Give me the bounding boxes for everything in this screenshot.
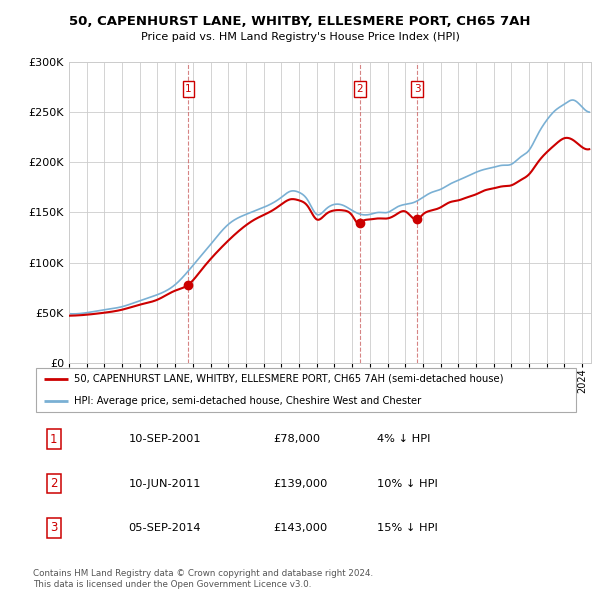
- Text: 2: 2: [356, 84, 363, 94]
- Text: 50, CAPENHURST LANE, WHITBY, ELLESMERE PORT, CH65 7AH: 50, CAPENHURST LANE, WHITBY, ELLESMERE P…: [69, 15, 531, 28]
- Text: 1: 1: [185, 84, 192, 94]
- Text: Contains HM Land Registry data © Crown copyright and database right 2024.
This d: Contains HM Land Registry data © Crown c…: [33, 569, 373, 589]
- Text: 1: 1: [50, 432, 58, 446]
- Text: £143,000: £143,000: [273, 523, 328, 533]
- FancyBboxPatch shape: [36, 368, 576, 412]
- Text: 50, CAPENHURST LANE, WHITBY, ELLESMERE PORT, CH65 7AH (semi-detached house): 50, CAPENHURST LANE, WHITBY, ELLESMERE P…: [74, 374, 503, 384]
- Text: 3: 3: [50, 521, 58, 535]
- Text: £139,000: £139,000: [273, 478, 328, 489]
- Text: 05-SEP-2014: 05-SEP-2014: [128, 523, 201, 533]
- Text: £78,000: £78,000: [273, 434, 320, 444]
- Text: 3: 3: [414, 84, 421, 94]
- Text: 10-JUN-2011: 10-JUN-2011: [128, 478, 201, 489]
- Text: 15% ↓ HPI: 15% ↓ HPI: [377, 523, 438, 533]
- Text: 4% ↓ HPI: 4% ↓ HPI: [377, 434, 430, 444]
- Text: 2: 2: [50, 477, 58, 490]
- Text: 10-SEP-2001: 10-SEP-2001: [128, 434, 201, 444]
- Text: 10% ↓ HPI: 10% ↓ HPI: [377, 478, 438, 489]
- Text: HPI: Average price, semi-detached house, Cheshire West and Chester: HPI: Average price, semi-detached house,…: [74, 396, 421, 406]
- Text: Price paid vs. HM Land Registry's House Price Index (HPI): Price paid vs. HM Land Registry's House …: [140, 32, 460, 42]
